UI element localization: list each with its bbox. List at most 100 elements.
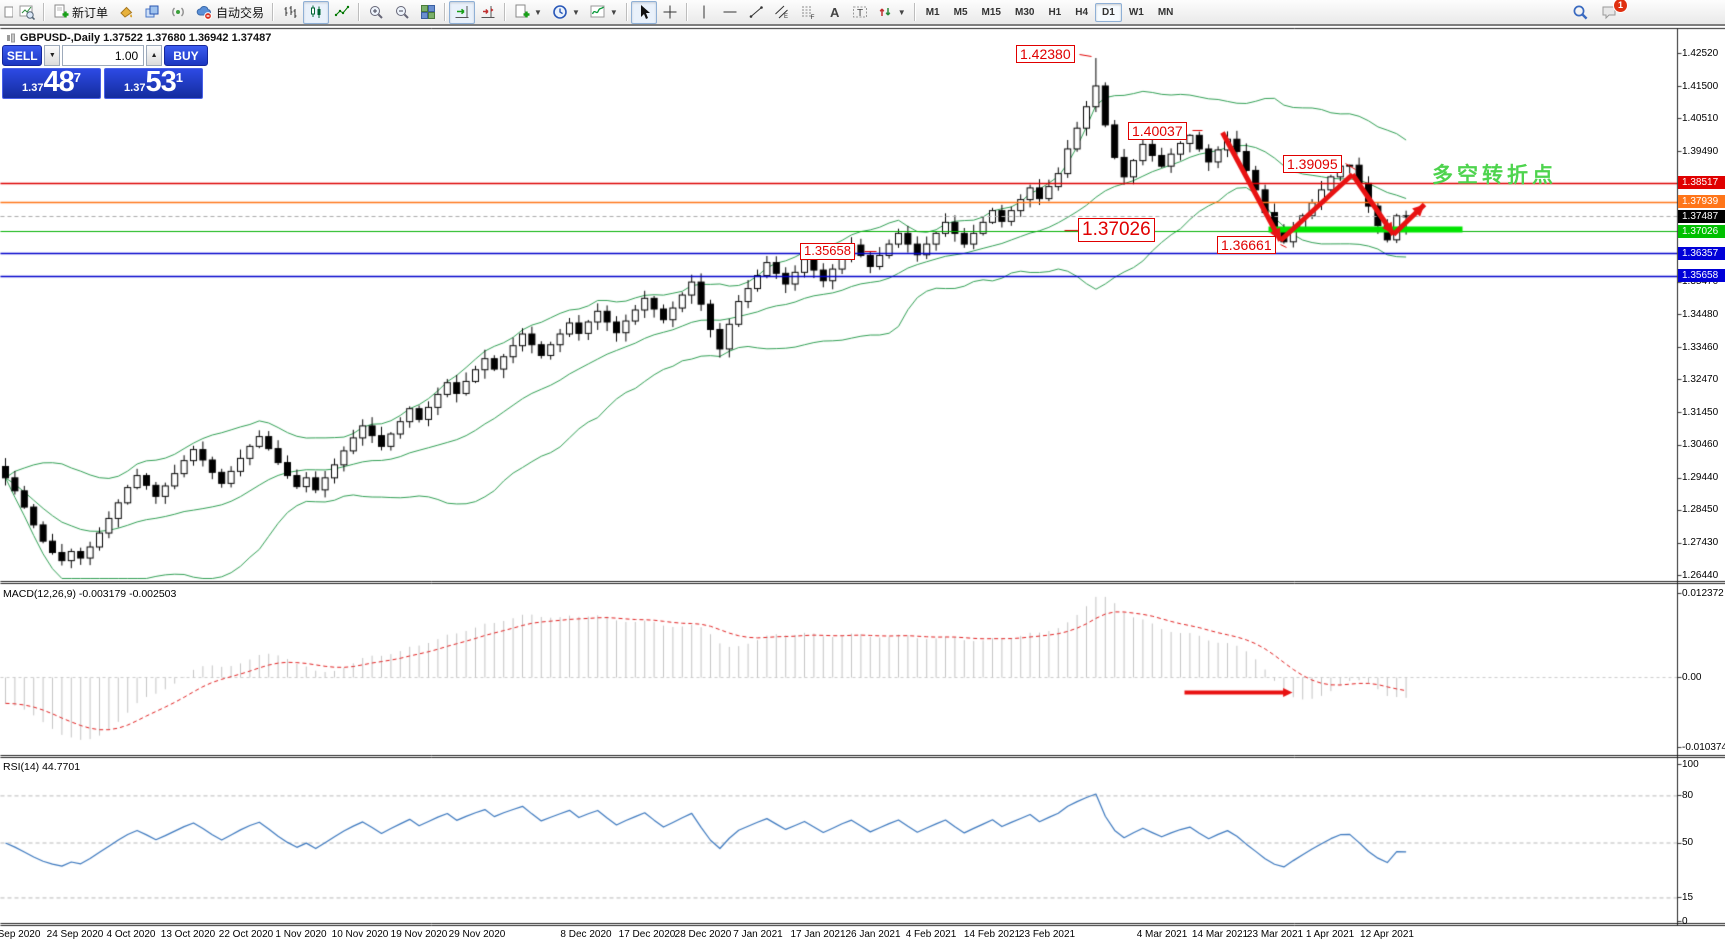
- date-axis-label: 4 Mar 2021: [1136, 929, 1188, 940]
- svg-text:F: F: [810, 14, 814, 20]
- timeframe-button-m30[interactable]: M30: [1014, 6, 1035, 18]
- price-label-object-1.35658[interactable]: 1.35658: [800, 243, 855, 260]
- price-label-object-1.37026[interactable]: 1.37026: [1078, 218, 1155, 242]
- price-label-object-1.42380[interactable]: 1.42380: [1016, 45, 1075, 64]
- macd-axis-label: 0.012372: [1682, 587, 1724, 599]
- sell-price-box[interactable]: 1.37 48 7: [2, 68, 101, 99]
- macd-label: MACD(12,26,9) -0.003179 -0.002503: [3, 588, 177, 600]
- vertical-line-tool[interactable]: [691, 1, 717, 24]
- rsi-axis-label: 100: [1682, 758, 1699, 770]
- timeframe-button-h1[interactable]: H1: [1048, 6, 1062, 18]
- volume-input[interactable]: [62, 45, 145, 66]
- date-axis-label: 14 Feb 2021: [963, 929, 1021, 940]
- text-label-tool[interactable]: T: [847, 1, 873, 24]
- crosshair-button[interactable]: [657, 1, 683, 24]
- text-tool[interactable]: A: [821, 1, 847, 24]
- date-axis-label: Sep 2020: [0, 929, 41, 940]
- symbol-icon: [7, 33, 15, 43]
- price-tag-1.37026: 1.37026: [1678, 224, 1725, 238]
- zoom-in-button[interactable]: [363, 1, 389, 24]
- indicators-dropdown[interactable]: ▼: [585, 1, 623, 24]
- buy-price-box[interactable]: 1.37 53 1: [104, 68, 203, 99]
- rsi-axis-label: 50: [1682, 837, 1694, 848]
- trendline-tool[interactable]: [743, 1, 769, 24]
- date-axis-label: 17 Jan 2021: [790, 929, 846, 940]
- horizontal-line-tool[interactable]: [717, 1, 743, 24]
- new-order-dropdown[interactable]: ▼: [509, 1, 547, 24]
- fibonacci-tool[interactable]: F: [795, 1, 821, 24]
- date-axis-label: 13 Oct 2020: [160, 929, 216, 940]
- price-axis-label: 1.34480: [1682, 308, 1719, 320]
- price-axis-label: 1.27430: [1682, 537, 1719, 549]
- main-toolbar: 新订单 自动交易 ▼: [0, 0, 1725, 26]
- zoom-out-button[interactable]: [389, 1, 415, 24]
- data-window-icon[interactable]: [14, 1, 40, 24]
- date-axis-label: 26 Jan 2021: [845, 929, 901, 940]
- timeframe-clock-dropdown[interactable]: ▼: [547, 1, 585, 24]
- timeframe-button-d1[interactable]: D1: [1095, 2, 1122, 22]
- macd-axis-label: -0.010374: [1682, 741, 1725, 753]
- date-axis-label: 22 Oct 2020: [218, 929, 274, 940]
- price-axis-label: 1.30460: [1682, 439, 1719, 451]
- signals-icon[interactable]: [165, 1, 191, 24]
- styles-bucket-icon[interactable]: [113, 1, 139, 24]
- chart-shift-button[interactable]: [475, 1, 501, 24]
- price-tag-1.36357: 1.36357: [1678, 246, 1725, 260]
- timeframe-button-m15[interactable]: M15: [981, 6, 1001, 18]
- price-axis-label: 1.40510: [1682, 112, 1719, 124]
- price-tag-1.37939: 1.37939: [1678, 195, 1725, 209]
- chart-window-icon[interactable]: [2, 1, 14, 24]
- date-axis-label: 29 Nov 2020: [448, 929, 506, 940]
- timeframe-button-h4[interactable]: H4: [1075, 6, 1089, 18]
- date-axis-label: 17 Dec 2020: [618, 929, 676, 940]
- date-axis-label: 12 Apr 2021: [1360, 929, 1414, 940]
- price-tag-1.35658: 1.35658: [1678, 269, 1725, 283]
- profiles-icon[interactable]: [139, 1, 165, 24]
- new-order-button[interactable]: 新订单: [48, 1, 113, 24]
- turning-point-note[interactable]: 多空转折点: [1432, 164, 1557, 187]
- date-axis-label: 28 Dec 2020: [674, 929, 732, 940]
- candles-chart-type-button[interactable]: [303, 0, 330, 24]
- toolbar-separator: [43, 3, 45, 21]
- sell-button[interactable]: SELL: [2, 45, 43, 66]
- date-axis-label: 1 Apr 2021: [1305, 929, 1355, 940]
- buy-button[interactable]: BUY: [163, 45, 209, 66]
- date-axis-label: 8 Dec 2020: [560, 929, 612, 940]
- volume-increase-button[interactable]: ▲: [146, 45, 162, 66]
- rsi-axis-label: 15: [1682, 891, 1694, 903]
- search-icon[interactable]: [1567, 1, 1593, 24]
- cursor-button[interactable]: [630, 0, 657, 24]
- line-chart-type-button[interactable]: [329, 1, 355, 24]
- volume-decrease-button[interactable]: ▼: [44, 45, 61, 66]
- price-label-object-1.36661[interactable]: 1.36661: [1217, 236, 1276, 255]
- price-label-object-1.39095[interactable]: 1.39095: [1283, 155, 1342, 174]
- new-order-label: 新订单: [72, 5, 109, 20]
- shapes-dropdown[interactable]: ▼: [873, 1, 911, 24]
- timeframe-button-m5[interactable]: M5: [953, 6, 968, 18]
- timeframe-button-mn[interactable]: MN: [1157, 6, 1174, 18]
- date-axis-label: 7 Jan 2021: [733, 929, 783, 940]
- timeframe-button-w1[interactable]: W1: [1128, 6, 1144, 18]
- timeframe-button-m1[interactable]: M1: [925, 6, 940, 18]
- rsi-label: RSI(14) 44.7701: [3, 761, 81, 773]
- channel-tool[interactable]: E: [769, 1, 795, 24]
- sell-price-pip: 7: [73, 70, 81, 85]
- tile-windows-icon[interactable]: [415, 1, 441, 24]
- price-label-object-1.40037[interactable]: 1.40037: [1128, 122, 1187, 141]
- autotrade-button[interactable]: 自动交易: [191, 1, 269, 24]
- price-axis-label: 1.29440: [1682, 472, 1719, 484]
- rsi-axis-label: 80: [1682, 789, 1694, 801]
- sell-price-main: 48: [43, 66, 74, 98]
- notification-badge: 1: [1613, 0, 1628, 13]
- price-axis-label: 1.32470: [1682, 373, 1719, 385]
- auto-scroll-button[interactable]: [449, 0, 476, 24]
- bars-chart-type-button[interactable]: [277, 1, 303, 24]
- toolbar-separator: [358, 3, 361, 21]
- price-axis-label: 1.26440: [1682, 569, 1719, 581]
- price-axis-label: 1.41500: [1682, 80, 1719, 92]
- price-axis-label: 1.28450: [1682, 504, 1719, 516]
- one-click-trade-panel: SELL ▼ ▲ BUY 1.37 48 7 1.37 53 1: [2, 45, 209, 99]
- notifications-icon[interactable]: 1: [1597, 0, 1628, 24]
